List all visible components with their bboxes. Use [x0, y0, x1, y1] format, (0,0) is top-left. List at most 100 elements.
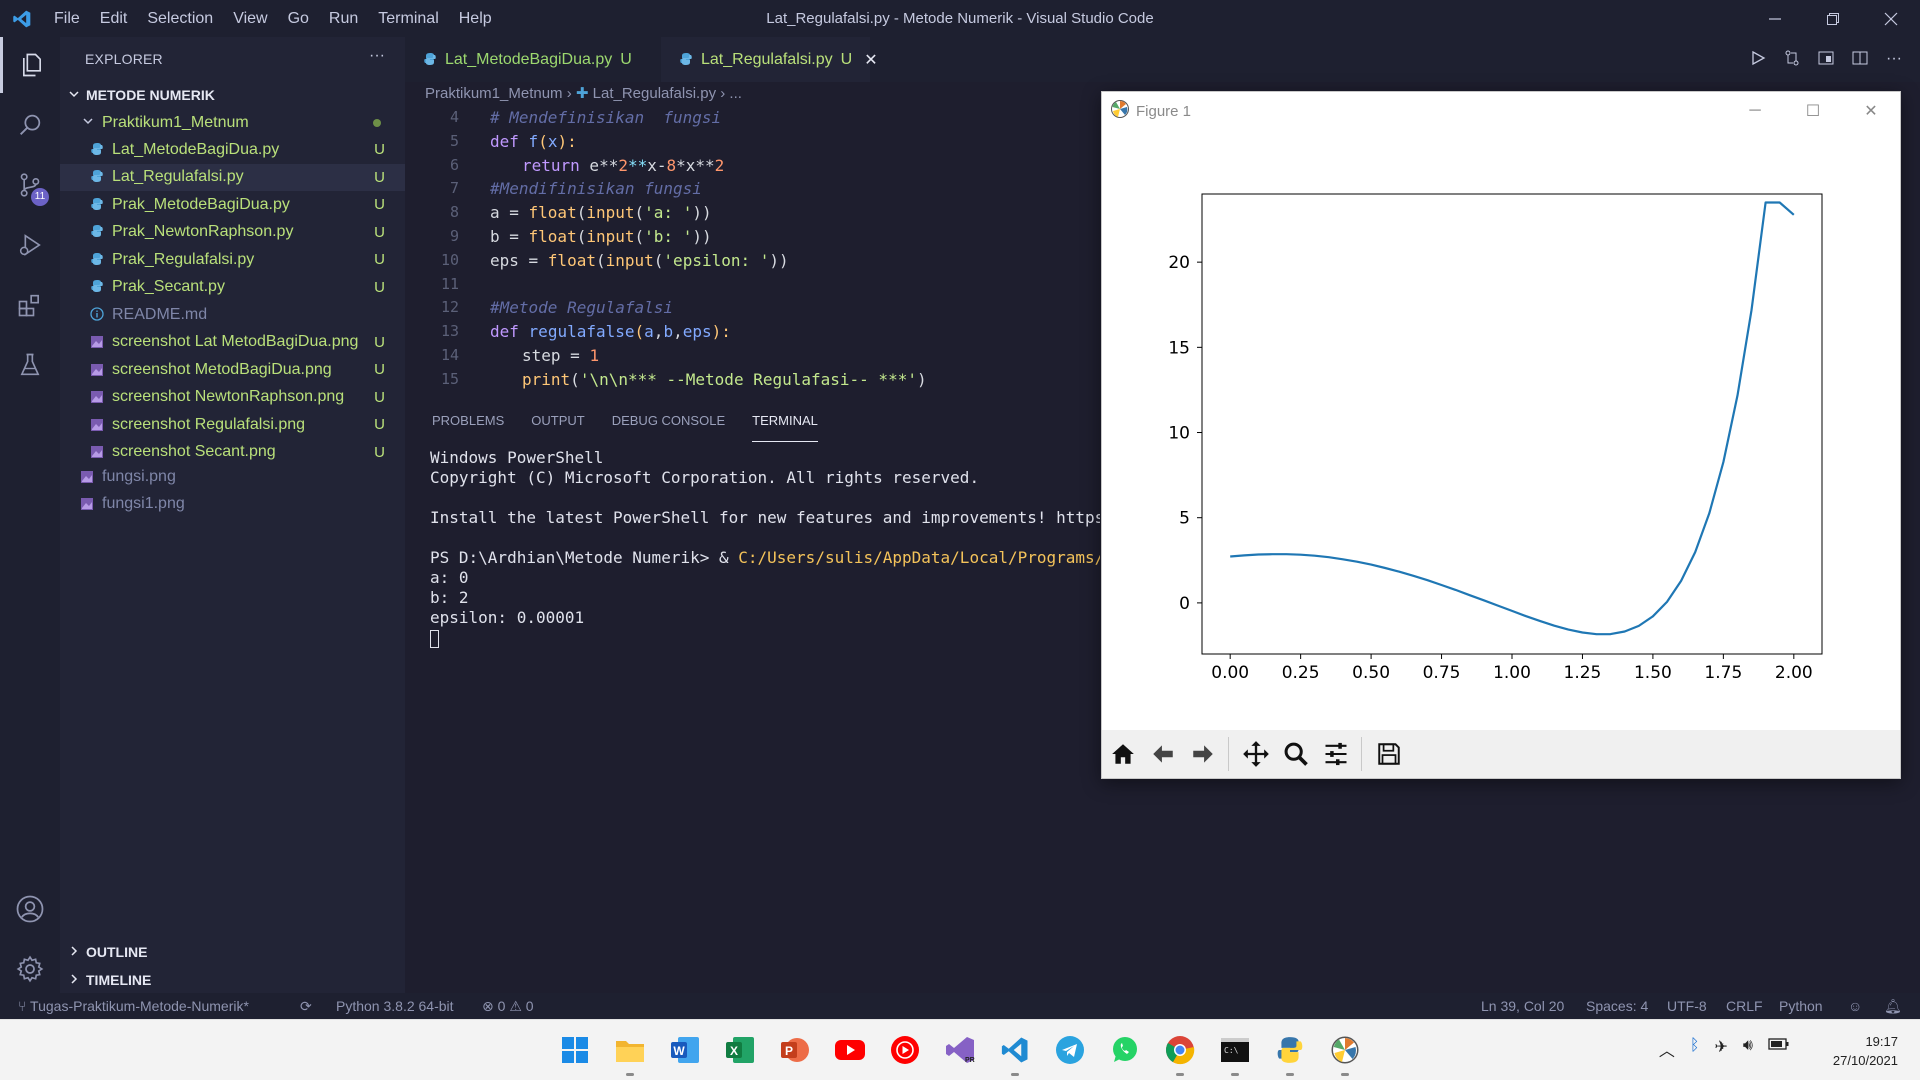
close-icon[interactable]: ✕: [1864, 103, 1878, 120]
excel-icon[interactable]: X: [722, 1032, 758, 1068]
explorer-file[interactable]: screenshot Lat MetodBagiDua.png U: [60, 329, 405, 356]
explorer-file[interactable]: Prak_NewtonRaphson.py U: [60, 219, 405, 246]
telegram-icon[interactable]: [1052, 1032, 1088, 1068]
menu-run[interactable]: Run: [328, 9, 359, 27]
notifications-bell-icon[interactable]: 🔔︎: [1884, 998, 1902, 1014]
explorer-file[interactable]: Prak_MetodeBagiDua.py U: [60, 191, 405, 218]
command-prompt-icon[interactable]: C:\: [1217, 1032, 1253, 1068]
whatsapp-icon[interactable]: [1107, 1032, 1143, 1068]
code-editor[interactable]: 4 # Mendefinisikan fungsi 5 def f(x): 6 ret…: [405, 106, 1105, 398]
workspace-root[interactable]: METODE NUMERIK: [60, 81, 405, 108]
breadcrumb-symbol[interactable]: ...: [729, 85, 742, 102]
run-debug-icon[interactable]: [0, 217, 60, 273]
feedback-icon[interactable]: ☺: [1848, 998, 1863, 1014]
python-idle-icon[interactable]: [1272, 1032, 1308, 1068]
explorer-file[interactable]: screenshot MetodBagiDua.png U: [60, 356, 405, 383]
close-icon[interactable]: [1862, 0, 1920, 37]
status-branch[interactable]: ⑂ Tugas-Praktikum-Metode-Numerik*: [18, 993, 249, 1019]
matplotlib-figure-taskbar-icon[interactable]: [1327, 1032, 1363, 1068]
more-actions-icon[interactable]: ···: [369, 47, 385, 64]
outline-section[interactable]: OUTLINE: [60, 938, 405, 965]
status-python-interpreter[interactable]: Python 3.8.2 64-bit: [336, 998, 454, 1014]
sync-icon[interactable]: ⟳: [300, 998, 312, 1014]
windows-start-icon[interactable]: [557, 1032, 593, 1068]
tab-problems[interactable]: PROBLEMS: [432, 413, 505, 428]
tab-lat-metodebagidua[interactable]: Lat_MetodeBagiDua.py U: [405, 37, 660, 82]
back-arrow-icon[interactable]: [1144, 735, 1182, 773]
tab-terminal[interactable]: TERMINAL: [752, 400, 818, 442]
terminal[interactable]: Windows PowerShell Copyright (C) Microso…: [430, 448, 1100, 748]
restore-icon[interactable]: [1804, 0, 1862, 37]
menu-help[interactable]: Help: [458, 9, 492, 27]
menu-go[interactable]: Go: [287, 9, 309, 27]
status-indentation[interactable]: Spaces: 4: [1586, 998, 1649, 1014]
testing-flask-icon[interactable]: [0, 337, 60, 393]
compare-changes-icon[interactable]: [1784, 50, 1800, 71]
file-fungsi-png[interactable]: fungsi.png: [60, 463, 405, 490]
word-icon[interactable]: W: [667, 1032, 703, 1068]
explorer-file[interactable]: screenshot Regulafalsi.png U: [60, 411, 405, 438]
open-preview-icon[interactable]: [1818, 50, 1834, 71]
breadcrumb-file[interactable]: Lat_Regulafalsi.py: [592, 85, 717, 102]
explorer-file[interactable]: Prak_Regulafalsi.py U: [60, 246, 405, 273]
status-language[interactable]: Python: [1779, 998, 1823, 1014]
zoom-magnifier-icon[interactable]: [1277, 735, 1315, 773]
tab-close-icon[interactable]: ✕: [864, 51, 878, 69]
pan-move-icon[interactable]: [1237, 735, 1275, 773]
volume-icon[interactable]: 🔊︎: [1742, 1037, 1753, 1054]
status-eol[interactable]: CRLF: [1726, 998, 1763, 1014]
source-control-icon[interactable]: 11: [0, 157, 60, 213]
vscode-icon[interactable]: [997, 1032, 1033, 1068]
status-cursor-position[interactable]: Ln 39, Col 20: [1481, 998, 1565, 1014]
explorer-file[interactable]: screenshot NewtonRaphson.png U: [60, 384, 405, 411]
menu-selection[interactable]: Selection: [147, 9, 214, 27]
split-editor-icon[interactable]: [1852, 50, 1868, 71]
maximize-icon[interactable]: ☐: [1805, 103, 1821, 120]
explorer-icon[interactable]: [0, 37, 60, 93]
explorer-file[interactable]: Lat_MetodeBagiDua.py U: [60, 136, 405, 163]
battery-icon[interactable]: [1768, 1037, 1790, 1061]
save-floppy-icon[interactable]: [1370, 735, 1408, 773]
tab-output[interactable]: OUTPUT: [531, 413, 585, 428]
menu-edit[interactable]: Edit: [99, 9, 128, 27]
plot-canvas[interactable]: 0.00 0.25 0.50 0.75 1.00 1.25 1.50 1.75 2.00 0 5 10…: [1102, 130, 1900, 730]
configure-subplots-icon[interactable]: [1317, 735, 1355, 773]
status-problems[interactable]: ⊗ 0 ⚠ 0: [482, 993, 534, 1019]
tab-lat-regulafalsi[interactable]: Lat_Regulafalsi.py U ✕: [661, 37, 878, 82]
minimize-icon[interactable]: [1746, 0, 1804, 37]
explorer-file[interactable]: screenshot Secant.png U: [60, 439, 405, 466]
clock[interactable]: 19:17 27/10/2021: [1833, 1032, 1898, 1070]
tab-debug-console[interactable]: DEBUG CONSOLE: [611, 413, 726, 428]
status-encoding[interactable]: UTF-8: [1667, 998, 1707, 1014]
chevron-up-icon[interactable]: ︿: [1658, 1043, 1675, 1060]
breadcrumb-folder[interactable]: Praktikum1_Metnum: [425, 85, 563, 102]
more-actions-icon[interactable]: ···: [1886, 50, 1902, 67]
extensions-icon[interactable]: [0, 277, 60, 333]
powerpoint-icon[interactable]: P: [777, 1032, 813, 1068]
search-icon[interactable]: [0, 97, 60, 153]
code-token: regulafalse: [528, 322, 635, 342]
menu-terminal[interactable]: Terminal: [378, 9, 439, 27]
chrome-icon[interactable]: [1162, 1032, 1198, 1068]
explorer-file[interactable]: Prak_Secant.py U: [60, 274, 405, 301]
home-icon[interactable]: [1104, 735, 1142, 773]
timeline-section[interactable]: TIMELINE: [60, 966, 405, 993]
minimize-icon[interactable]: ─: [1749, 102, 1761, 119]
figure-toolbar: [1102, 730, 1900, 778]
explorer-file[interactable]: README.md: [60, 301, 405, 328]
youtube-music-icon[interactable]: [887, 1032, 923, 1068]
settings-gear-icon[interactable]: [0, 941, 60, 997]
visual-studio-preview-icon[interactable]: PRE: [942, 1032, 978, 1068]
airplane-mode-icon[interactable]: ✈: [1714, 1039, 1728, 1056]
bluetooth-icon[interactable]: ᛒ: [1689, 1037, 1700, 1054]
forward-arrow-icon[interactable]: [1184, 735, 1222, 773]
menu-file[interactable]: File: [54, 9, 80, 27]
folder-praktikum1[interactable]: Praktikum1_Metnum: [60, 109, 405, 136]
file-fungsi1-png[interactable]: fungsi1.png: [60, 490, 405, 517]
menu-view[interactable]: View: [233, 9, 268, 27]
explorer-file[interactable]: Lat_Regulafalsi.py U: [60, 163, 405, 191]
youtube-icon[interactable]: [832, 1032, 868, 1068]
run-icon[interactable]: [1750, 50, 1766, 71]
file-explorer-icon[interactable]: [612, 1032, 648, 1068]
account-icon[interactable]: [0, 881, 60, 937]
